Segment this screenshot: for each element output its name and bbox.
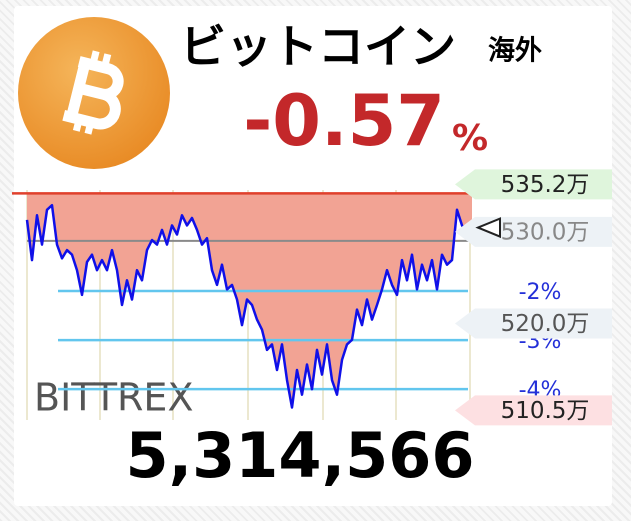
change-unit: %: [452, 118, 488, 159]
percent-label: -2%: [519, 280, 562, 305]
change-value: -0.57: [243, 80, 445, 162]
price-tab-label: 535.2万: [501, 172, 590, 198]
bitcoin-logo: [18, 17, 170, 169]
title: ビットコイン: [180, 20, 456, 74]
exchange: BITTREX: [34, 376, 193, 420]
current-marker: [475, 217, 501, 239]
price-tab-label: 520.0万: [501, 311, 590, 337]
price-line: [25, 203, 473, 409]
price-tab-label: 510.5万: [501, 398, 590, 424]
price-tab-label: 530.0万: [501, 219, 590, 245]
region: 海外: [488, 36, 542, 67]
price-tab: [455, 169, 612, 200]
price-tab: [455, 395, 612, 426]
price: 5,314,566: [125, 419, 474, 492]
price-tab: [455, 308, 612, 339]
